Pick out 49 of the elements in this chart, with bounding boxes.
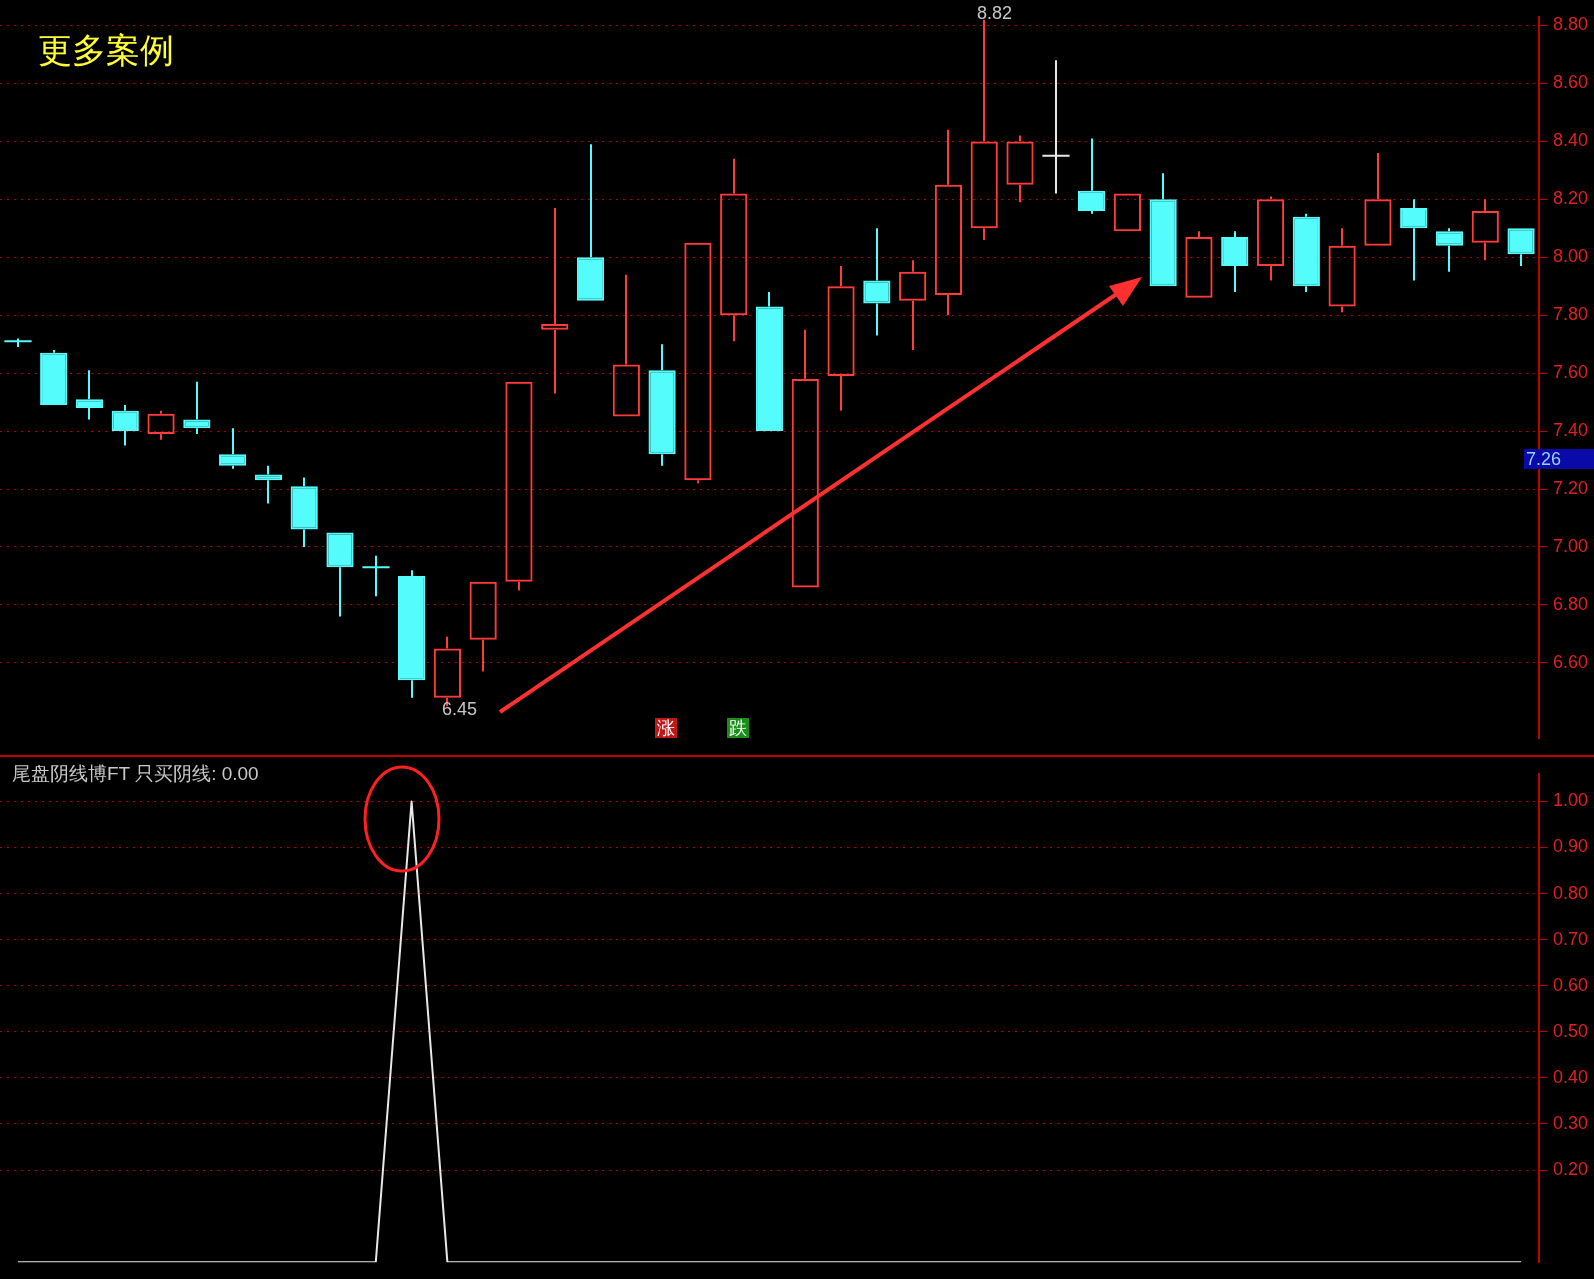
y-tick-label: 7.80 [1552, 304, 1589, 325]
candlestick [111, 404, 139, 447]
y-tick-label: 8.40 [1552, 130, 1589, 151]
annotation: 7.26 [1524, 449, 1594, 469]
y-tick-label: 8.00 [1552, 246, 1589, 267]
annotation: 跌 [727, 718, 749, 738]
candlestick [1041, 59, 1071, 195]
y-tick-label: 6.60 [1552, 651, 1589, 672]
candlestick [863, 227, 891, 337]
candlestick [40, 348, 68, 406]
candlestick [1149, 172, 1177, 287]
y-tick-label: 0.20 [1552, 1159, 1589, 1180]
y-tick-label: 1.00 [1552, 790, 1589, 811]
candlestick [755, 291, 784, 432]
annotation: 6.45 [441, 699, 479, 719]
candlestick [1292, 212, 1320, 294]
candlestick [397, 569, 426, 699]
y-tick-label: 8.60 [1552, 72, 1589, 93]
annotation: 涨 [655, 718, 677, 738]
candlestick [290, 476, 318, 548]
candlestick [3, 337, 33, 349]
candlestick [1221, 230, 1249, 294]
y-tick-label: 7.60 [1552, 362, 1589, 383]
y-tick-label: 8.80 [1552, 14, 1589, 35]
candlestick [1077, 137, 1106, 215]
y-tick-label: 0.50 [1552, 1020, 1589, 1041]
candlestick [576, 143, 605, 301]
y-tick-label: 0.90 [1552, 836, 1589, 857]
candlestick [361, 554, 391, 598]
candlestick [1435, 227, 1464, 273]
y-tick-label: 7.40 [1552, 420, 1589, 441]
y-tick-label: 0.70 [1552, 928, 1589, 949]
y-tick-label: 7.20 [1552, 478, 1589, 499]
candlestick [75, 369, 104, 421]
y-tick-label: 6.80 [1552, 593, 1589, 614]
candlestick [1400, 198, 1428, 282]
y-tick-label: 0.80 [1552, 882, 1589, 903]
y-tick-label: 7.00 [1552, 535, 1589, 556]
y-tick-label: 0.40 [1552, 1066, 1589, 1087]
candlestick [219, 427, 247, 470]
candlestick [648, 343, 676, 467]
y-tick-label: 0.30 [1552, 1112, 1589, 1133]
chart-title: 更多案例 [38, 30, 174, 71]
chart-title: 尾盘阴线博FT 只买阴线: 0.00 [12, 762, 259, 786]
y-tick-label: 8.20 [1552, 188, 1589, 209]
candlestick [326, 532, 354, 618]
annotation: 8.82 [976, 3, 1014, 23]
candlestick [1507, 228, 1535, 267]
y-tick-label: 0.60 [1552, 974, 1589, 995]
